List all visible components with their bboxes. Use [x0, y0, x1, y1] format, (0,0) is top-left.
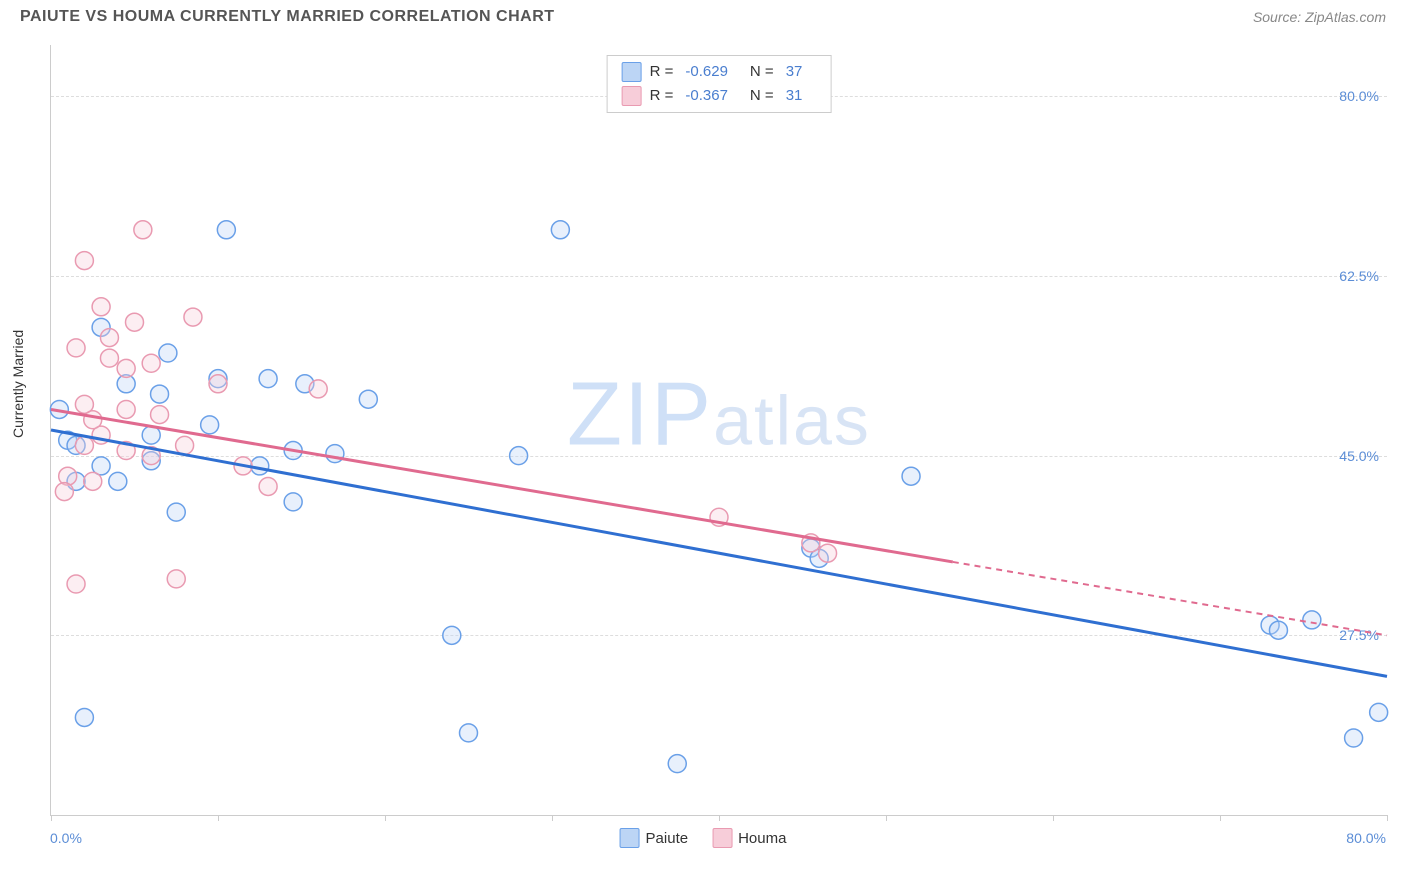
data-point	[510, 447, 528, 465]
data-point	[259, 477, 277, 495]
data-point	[109, 472, 127, 490]
data-point	[151, 406, 169, 424]
scatter-chart	[51, 45, 1387, 815]
data-point	[209, 375, 227, 393]
data-point	[117, 359, 135, 377]
data-point	[142, 354, 160, 372]
data-point	[134, 221, 152, 239]
data-point	[1303, 611, 1321, 629]
x-tick	[552, 815, 553, 821]
data-point	[668, 755, 686, 773]
data-point	[259, 370, 277, 388]
x-tick	[1053, 815, 1054, 821]
data-point	[819, 544, 837, 562]
r-label: R =	[650, 84, 674, 108]
data-point	[551, 221, 569, 239]
swatch-icon	[622, 62, 642, 82]
x-tick	[218, 815, 219, 821]
x-min-label: 0.0%	[50, 830, 82, 846]
y-axis-title: Currently Married	[10, 330, 26, 438]
data-point	[151, 385, 169, 403]
legend-label: Paiute	[646, 830, 689, 847]
data-point	[176, 436, 194, 454]
plot-area: 27.5%45.0%62.5%80.0% ZIPatlas R =-0.629N…	[50, 45, 1387, 816]
n-value: 31	[786, 84, 803, 108]
data-point	[159, 344, 177, 362]
data-point	[84, 411, 102, 429]
trend-line	[51, 430, 1387, 676]
stats-box: R = -0.629 N = 37 R = -0.367 N = 31	[607, 55, 832, 113]
data-point	[67, 339, 85, 357]
data-point	[92, 298, 110, 316]
x-tick	[886, 815, 887, 821]
legend-item: Paiute	[620, 828, 689, 848]
stats-row: R = -0.367 N = 31	[622, 84, 817, 108]
data-point	[75, 708, 93, 726]
n-label: N =	[750, 84, 774, 108]
x-tick	[1387, 815, 1388, 821]
trend-line-extrapolated	[953, 562, 1387, 635]
data-point	[100, 329, 118, 347]
data-point	[309, 380, 327, 398]
data-point	[1345, 729, 1363, 747]
data-point	[75, 436, 93, 454]
legend: Paiute Houma	[620, 828, 787, 848]
data-point	[184, 308, 202, 326]
data-point	[284, 493, 302, 511]
n-label: N =	[750, 60, 774, 84]
r-label: R =	[650, 60, 674, 84]
chart-title: PAIUTE VS HOUMA CURRENTLY MARRIED CORREL…	[20, 8, 555, 26]
data-point	[100, 349, 118, 367]
data-point	[167, 570, 185, 588]
x-tick	[1220, 815, 1221, 821]
data-point	[460, 724, 478, 742]
x-tick	[51, 815, 52, 821]
data-point	[443, 626, 461, 644]
data-point	[1370, 703, 1388, 721]
data-point	[902, 467, 920, 485]
data-point	[75, 252, 93, 270]
trend-line	[51, 409, 953, 561]
legend-label: Houma	[738, 830, 786, 847]
chart-header: PAIUTE VS HOUMA CURRENTLY MARRIED CORREL…	[0, 0, 1406, 30]
data-point	[1269, 621, 1287, 639]
stats-row: R = -0.629 N = 37	[622, 60, 817, 84]
data-point	[217, 221, 235, 239]
data-point	[359, 390, 377, 408]
swatch-icon	[712, 828, 732, 848]
data-point	[201, 416, 219, 434]
x-tick	[719, 815, 720, 821]
data-point	[117, 400, 135, 418]
chart-source: Source: ZipAtlas.com	[1253, 9, 1386, 25]
data-point	[167, 503, 185, 521]
data-point	[126, 313, 144, 331]
swatch-icon	[622, 86, 642, 106]
data-point	[55, 483, 73, 501]
n-value: 37	[786, 60, 803, 84]
r-value: -0.367	[685, 84, 728, 108]
legend-item: Houma	[712, 828, 786, 848]
data-point	[84, 472, 102, 490]
data-point	[67, 575, 85, 593]
x-max-label: 80.0%	[1346, 830, 1386, 846]
r-value: -0.629	[685, 60, 728, 84]
swatch-icon	[620, 828, 640, 848]
x-tick	[385, 815, 386, 821]
